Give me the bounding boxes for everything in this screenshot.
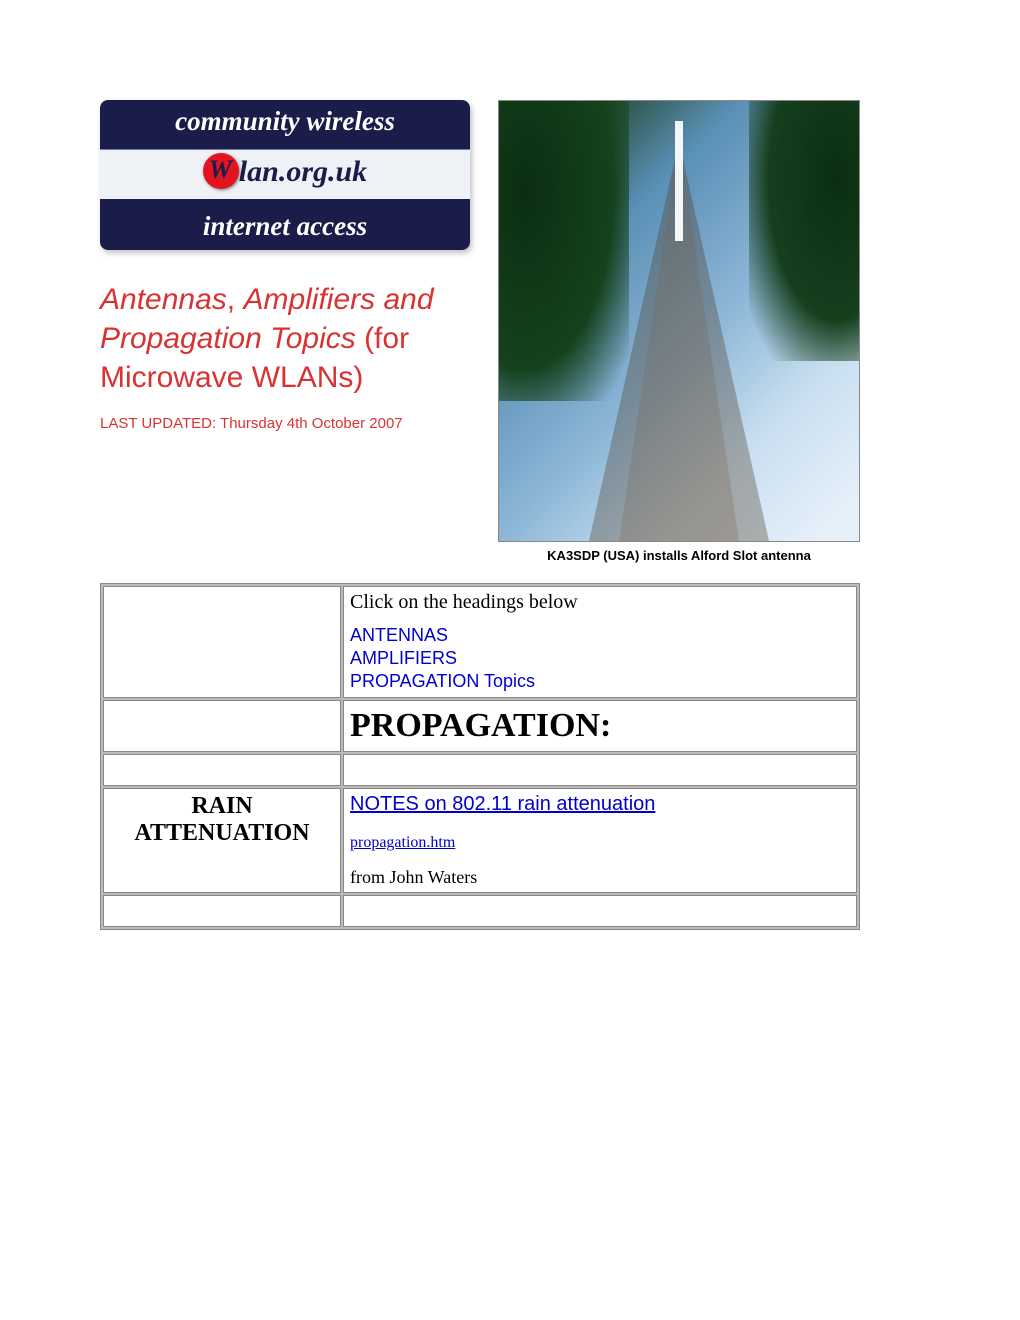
prop-left-cell [103, 700, 341, 752]
antenna-mast [675, 121, 683, 241]
page-title: Antennas, Amplifiers and Propagation Top… [100, 280, 490, 397]
rain-notes-link[interactable]: NOTES on 802.11 rain attenuation [350, 793, 655, 815]
rain-content-cell: NOTES on 802.11 rain attenuation propaga… [343, 788, 857, 893]
last-updated: LAST UPDATED: Thursday 4th October 2007 [100, 415, 490, 432]
propagation-heading: PROPAGATION: [350, 707, 850, 745]
empty-cell [103, 754, 341, 786]
propagation-heading-cell: PROPAGATION: [343, 700, 857, 752]
link-amplifiers[interactable]: AMPLIFIERS [350, 648, 457, 668]
site-banner: community wireless lan.org.uk internet a… [100, 100, 470, 250]
empty-cell [343, 895, 857, 927]
banner-bottom-text: internet access [100, 211, 470, 242]
toc-cell: Click on the headings below ANTENNAS AMP… [343, 586, 857, 698]
w-logo-icon [203, 153, 239, 189]
banner-top-text: community wireless [100, 106, 470, 137]
empty-cell [343, 754, 857, 786]
banner-mid-text: lan.org.uk [100, 155, 470, 192]
toc-left-cell [103, 586, 341, 698]
link-propagation[interactable]: PROPAGATION Topics [350, 671, 535, 691]
rain-heading: RAIN ATTENUATION [110, 793, 334, 847]
empty-cell [103, 895, 341, 927]
title-part1: Antennas [100, 283, 227, 316]
content-table: Click on the headings below ANTENNAS AMP… [100, 583, 860, 930]
title-comma: , [227, 283, 244, 316]
rain-file-link[interactable]: propagation.htm [350, 834, 455, 851]
rain-heading-cell: RAIN ATTENUATION [103, 788, 341, 893]
link-antennas[interactable]: ANTENNAS [350, 625, 448, 645]
antenna-photo [498, 100, 860, 542]
rain-from: from John Waters [350, 867, 850, 888]
toc-intro: Click on the headings below [350, 591, 850, 614]
banner-domain: lan.org.uk [239, 155, 367, 188]
photo-caption: KA3SDP (USA) installs Alford Slot antenn… [498, 548, 860, 563]
